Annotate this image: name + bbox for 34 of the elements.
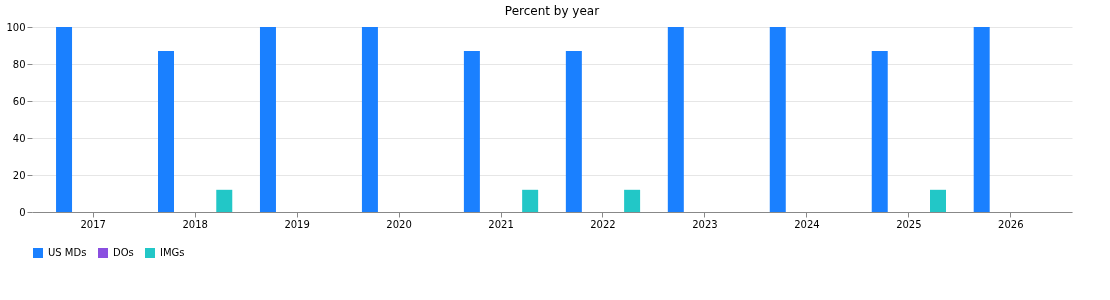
chart-title: Percent by year [504,4,600,18]
bar [871,51,888,212]
y-tick-label: 60 [12,95,26,107]
bar [463,51,480,212]
x-tick-label: 2025 [896,218,922,230]
bar [769,27,786,212]
y-tick-label: 80 [12,58,26,70]
bar [216,189,233,212]
bar [361,27,378,212]
bar [929,189,946,212]
x-tick-label: 2021 [488,218,514,230]
bar [56,27,73,212]
x-tick-label: 2026 [998,218,1024,230]
x-tick-label: 2019 [284,218,310,230]
x-tick-label: 2018 [182,218,208,230]
y-tick-label: 20 [12,169,26,181]
bar [259,27,276,212]
bar [667,27,684,212]
x-tick-label: 2023 [692,218,718,230]
bar [565,51,582,212]
bar [624,189,641,212]
y-tick-label: 100 [6,21,26,33]
y-tick-label: 40 [12,132,26,144]
legend-label: DOs [113,247,134,258]
y-tick-label: 0 [19,206,26,218]
x-tick-label: 2022 [590,218,616,230]
x-tick-label: 2020 [386,218,412,230]
bar [158,51,175,212]
bar [522,189,539,212]
x-tick-label: 2017 [80,218,106,230]
legend-label: IMGs [160,247,185,258]
x-tick-label: 2024 [794,218,820,230]
bar [973,27,990,212]
legend-label: US MDs [48,247,87,258]
